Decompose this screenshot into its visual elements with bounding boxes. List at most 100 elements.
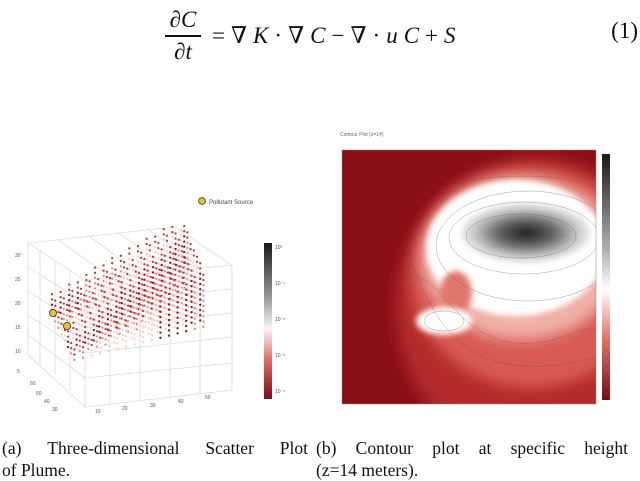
scatter-point	[173, 279, 176, 282]
scatter-point	[158, 273, 161, 276]
scatter-point	[120, 286, 123, 289]
scatter-point	[161, 290, 164, 293]
scatter-point	[177, 243, 180, 247]
scatter-point	[159, 305, 162, 308]
scatter-point	[72, 332, 75, 335]
scatter-point	[187, 263, 190, 266]
scatter-point	[88, 301, 91, 304]
scatter-point	[192, 264, 195, 268]
scatter-point	[159, 300, 162, 303]
scatter-point	[142, 341, 145, 344]
scatter-point	[174, 242, 177, 245]
scatter-point	[131, 269, 134, 272]
scatter-point	[54, 320, 57, 323]
scatter-point	[115, 310, 118, 313]
scatter-point	[185, 330, 188, 333]
scatter-point	[85, 284, 88, 287]
scatter-point	[94, 303, 98, 306]
svg-text:·: ·	[336, 399, 337, 404]
caption-word: specific	[510, 438, 566, 458]
svg-text:·: ·	[426, 407, 427, 412]
scatter-point	[123, 308, 127, 311]
scatter-point	[66, 340, 70, 343]
scatter-point	[143, 273, 146, 276]
scatter-point	[142, 320, 145, 323]
scatter-point	[137, 287, 141, 290]
scatter-point	[163, 265, 166, 268]
scatter-point	[183, 230, 186, 233]
scatter-point	[145, 258, 148, 261]
scatter-point	[115, 300, 118, 303]
scatter-point	[68, 283, 71, 286]
scatter-point	[98, 304, 101, 307]
scatter-point	[195, 255, 199, 258]
scatter-point	[177, 238, 180, 241]
scatter-point	[94, 319, 98, 322]
scatter-point	[143, 268, 146, 271]
scatter-point	[77, 307, 80, 311]
colorbar	[264, 243, 272, 399]
scatter-point	[178, 296, 181, 299]
scatter-point	[70, 352, 73, 355]
scatter-point	[186, 246, 189, 250]
legend-marker	[198, 197, 206, 205]
scatter-point	[133, 327, 136, 330]
scatter-point	[190, 295, 193, 298]
caption-line-2: (z=14 meters).	[316, 460, 419, 480]
svg-text:25: 25	[15, 277, 21, 283]
scatter-point	[171, 246, 174, 249]
scatter-point	[141, 283, 144, 286]
scatter-point	[62, 307, 65, 310]
scatter-point	[86, 305, 89, 308]
scatter-point	[83, 309, 86, 312]
scatter-point	[76, 281, 79, 284]
scatter-point	[98, 315, 101, 318]
scatter-point	[172, 273, 175, 276]
scatter-point	[202, 304, 205, 308]
scatter-point	[160, 258, 163, 261]
scatter-point	[118, 301, 121, 304]
scatter-point	[181, 308, 185, 311]
scatter-point	[184, 261, 187, 265]
scatter-point	[147, 311, 150, 314]
scatter-point	[59, 290, 62, 294]
scatter-point	[128, 268, 131, 271]
scatter-point	[141, 293, 144, 296]
scatter-point	[93, 266, 97, 269]
scatter-point	[185, 293, 188, 296]
scatter-point	[137, 271, 141, 274]
scatter-point	[114, 268, 117, 271]
scatter-point	[101, 337, 104, 340]
scatter-point	[176, 332, 179, 335]
scatter-point	[144, 310, 147, 313]
scatter-point	[57, 316, 60, 319]
svg-text:10: 10	[15, 349, 21, 355]
scatter-point	[155, 272, 158, 275]
scatter-point	[100, 289, 103, 292]
scatter-point	[187, 304, 190, 307]
scatter-point	[192, 249, 195, 252]
scatter-point	[192, 254, 195, 257]
scatter-point	[165, 250, 169, 253]
scatter-point	[172, 257, 175, 260]
scatter-point	[101, 311, 104, 314]
scatter-point	[164, 317, 167, 320]
scatter-point	[92, 339, 95, 342]
scatter-point	[180, 260, 184, 263]
scatter-point	[190, 321, 193, 324]
scatter-point	[79, 298, 83, 301]
scatter-point	[117, 290, 120, 293]
scatter-point	[134, 275, 137, 278]
scatter-point	[77, 313, 80, 316]
scatter-point	[89, 322, 92, 325]
scatter-point	[195, 312, 199, 316]
scatter-point	[80, 335, 84, 338]
scatter-point	[155, 262, 158, 265]
scatter-point	[89, 332, 92, 336]
scatter-point	[93, 276, 97, 280]
scatter-point	[178, 306, 181, 310]
scatter-grid	[27, 226, 233, 408]
scatter-point	[173, 320, 176, 323]
scatter-point	[138, 324, 142, 327]
scatter-point	[183, 240, 186, 243]
